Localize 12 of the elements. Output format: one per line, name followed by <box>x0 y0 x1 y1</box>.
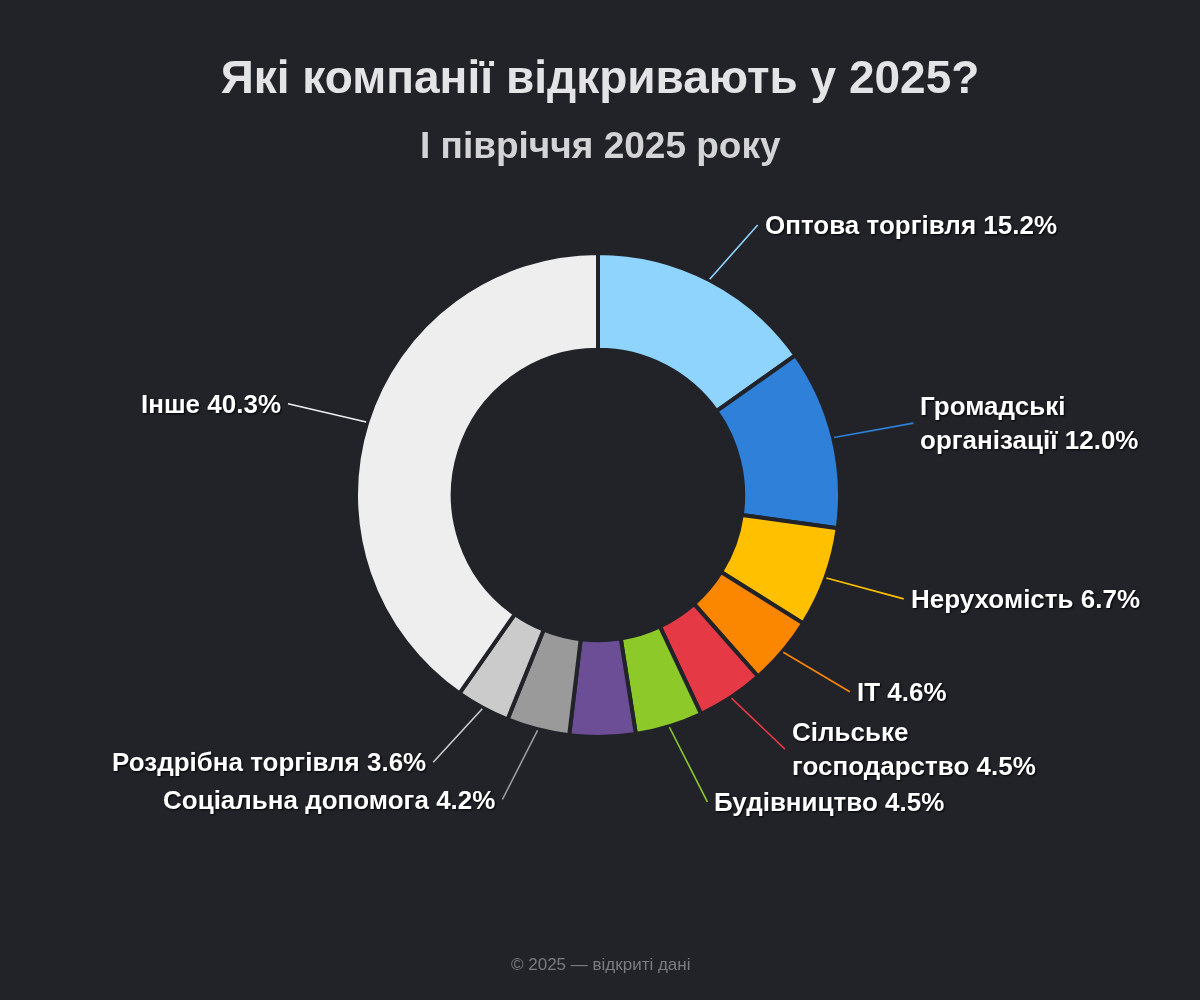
slice-label: Роздрібна торгівля 3.6% <box>112 747 427 777</box>
slice-label: Соціальна допомога 4.2% <box>163 785 496 815</box>
text: © 2025 — відкриті дані <box>511 955 691 974</box>
chart-title: Які компанії відкривають у 2025? <box>220 51 980 104</box>
slice-label: Громадські організації 12.0% <box>920 391 1139 455</box>
slice-label: Сільське господарство 4.5% <box>792 717 1036 781</box>
slice-label: Будівництво 4.5% <box>714 787 945 817</box>
slice-label: IT 4.6% <box>857 677 947 707</box>
chart-subtitle: І півріччя 2025 року <box>420 125 781 166</box>
slice-label: Оптова торгівля 15.2% <box>765 210 1058 240</box>
slice-label: Інше 40.3% <box>141 389 282 419</box>
slice-label: Нерухомість 6.7% <box>911 584 1141 614</box>
